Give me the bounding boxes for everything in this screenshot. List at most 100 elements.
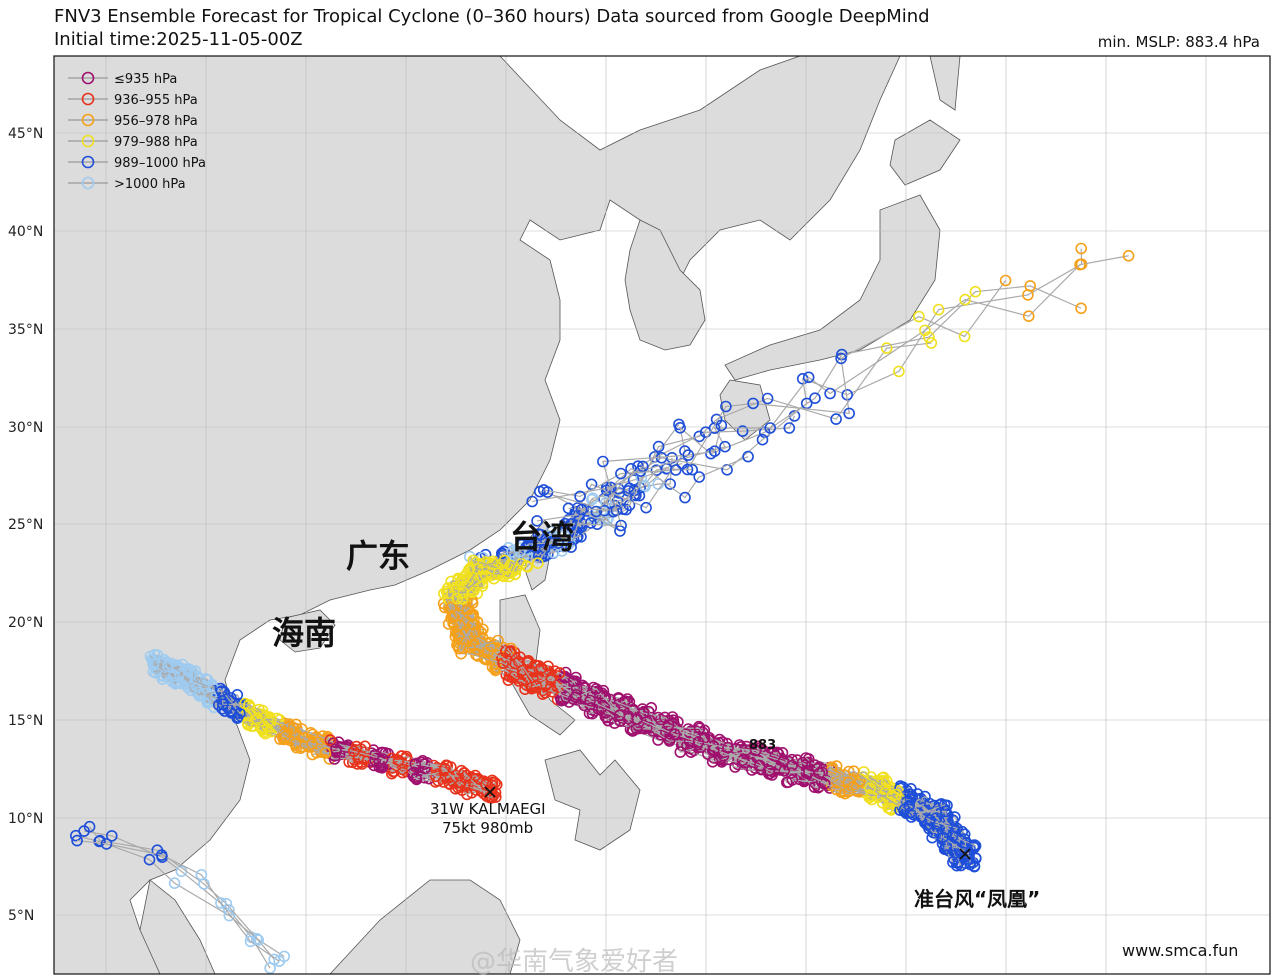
track-point [289, 737, 302, 750]
track-point [778, 764, 791, 777]
track-point [619, 695, 631, 707]
track-point [808, 781, 821, 794]
lat-label: 35°N [8, 322, 43, 338]
track-point [481, 786, 494, 799]
track-point [457, 586, 470, 599]
track-point [940, 805, 952, 818]
track-point [597, 455, 609, 468]
track-point [526, 495, 539, 508]
track-point [442, 582, 454, 594]
track-point [480, 569, 492, 582]
track-point [439, 762, 451, 775]
track-point [1022, 310, 1035, 323]
latitude-axis: 45°N 40°N 35°N 30°N 25°N 20°N 15°N 10°N 5°N [8, 126, 43, 924]
track-point [506, 546, 518, 558]
track-point [476, 570, 488, 583]
land-korea [624, 219, 706, 351]
track-point [571, 531, 583, 544]
track-point [693, 471, 706, 483]
track-point [637, 707, 650, 719]
track-point [674, 421, 686, 434]
track-point [763, 764, 776, 777]
legend-label: ≤935 hPa [114, 72, 177, 87]
track-point [410, 772, 422, 785]
track-point [330, 743, 342, 755]
track-point [234, 707, 246, 720]
track-point [610, 504, 623, 517]
lat-label: 5°N [8, 908, 34, 924]
track-point [532, 557, 544, 570]
track-point [1022, 289, 1034, 301]
track-point [571, 519, 584, 532]
map-frame [53, 55, 1271, 975]
track-point [736, 425, 749, 437]
track-point [545, 671, 558, 684]
track-point [499, 645, 512, 658]
label-hainan: 海南 [272, 614, 336, 652]
track-point [243, 698, 255, 711]
track-point [905, 782, 917, 795]
track-point [442, 587, 455, 599]
track-point [167, 670, 180, 683]
track-point [652, 440, 665, 453]
track-point [932, 303, 945, 316]
track-point [864, 782, 876, 795]
track-line [446, 522, 964, 850]
track-point [467, 618, 480, 631]
track-point [747, 397, 759, 410]
track-point [584, 694, 596, 707]
initial-time: Initial time:2025-11-05-00Z [54, 29, 303, 50]
lat-label: 30°N [8, 420, 43, 436]
track-point [951, 822, 963, 835]
track-point [631, 713, 644, 725]
track-point [445, 601, 457, 614]
track-point [504, 559, 517, 572]
track-point [680, 728, 692, 740]
track-point [692, 736, 705, 748]
track-point [185, 684, 197, 697]
land-malaya [139, 879, 216, 974]
track-point [574, 490, 586, 503]
track-point [268, 953, 281, 966]
label-taiwan: 台湾 [510, 518, 574, 556]
track-point [469, 626, 482, 638]
track-point [799, 773, 812, 786]
track-point [904, 806, 917, 819]
track-point [958, 330, 971, 343]
track-point [923, 797, 936, 810]
land-layer [54, 56, 961, 974]
track-point [668, 728, 681, 741]
track-point [925, 337, 938, 349]
track-point [570, 682, 583, 695]
track-point [252, 934, 265, 946]
track-point [143, 853, 156, 866]
track-point [722, 741, 734, 754]
track-point [600, 496, 612, 509]
track-point [693, 722, 706, 735]
track-point [376, 753, 389, 765]
legend-label: 956–978 hPa [114, 114, 198, 129]
track-point [706, 755, 719, 768]
track-line [89, 826, 275, 960]
track-point [461, 580, 473, 593]
track-point [1074, 258, 1086, 271]
track-point [927, 826, 940, 839]
track-point [510, 563, 522, 576]
track-line [532, 255, 1129, 503]
track-point [809, 392, 821, 405]
track-line [77, 839, 280, 962]
track-point [562, 502, 575, 515]
lat-label: 45°N [8, 126, 43, 142]
track-point [244, 935, 257, 948]
track-point [485, 640, 497, 653]
track-line [543, 280, 1007, 498]
track-point [453, 642, 465, 655]
track-point [835, 352, 847, 365]
track-point [959, 293, 971, 306]
track-point [195, 868, 208, 881]
track-point [531, 515, 543, 527]
pressure-legend: ≤935 hPa 936–955 hPa 956–978 hPa 979–988 hP… [68, 71, 206, 192]
track-point [94, 834, 106, 847]
track-point [546, 685, 559, 698]
